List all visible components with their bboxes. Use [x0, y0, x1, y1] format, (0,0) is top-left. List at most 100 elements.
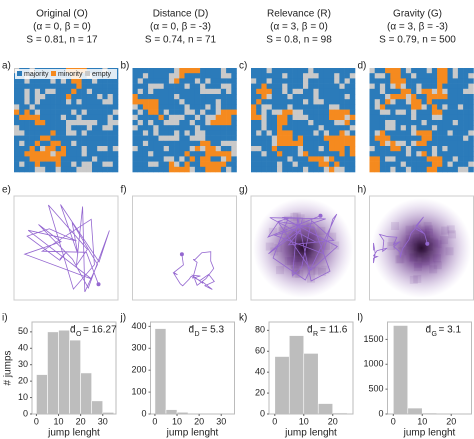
grid-cell — [437, 120, 443, 126]
grid-cell — [437, 88, 443, 95]
grid-cell — [97, 151, 103, 157]
grid-cell — [442, 166, 448, 173]
grid-cell — [168, 146, 175, 152]
grid-cell — [308, 109, 314, 116]
grid-cell — [19, 156, 25, 162]
grid-cell — [313, 130, 319, 136]
grid-cell — [194, 68, 201, 74]
grid-cell — [231, 73, 237, 79]
grid-cell — [137, 94, 144, 100]
grid-cell — [334, 83, 340, 90]
grid-cell — [334, 125, 340, 131]
grid-cell — [215, 68, 222, 74]
grid-cell — [390, 120, 396, 126]
grid-cell — [303, 83, 309, 90]
grid-cell — [426, 73, 433, 79]
grid-cell — [323, 94, 330, 100]
grid-cell — [168, 109, 175, 116]
grid-cell — [174, 156, 180, 162]
grid-cell — [86, 99, 93, 105]
trajectory-frame — [13, 195, 119, 301]
grid-cell — [184, 104, 190, 110]
grid-cell — [329, 68, 335, 74]
grid-cell — [137, 99, 144, 105]
grid-cell — [374, 146, 381, 152]
grid-cell — [282, 161, 288, 168]
grid-cell — [205, 120, 211, 126]
grid-cell — [168, 166, 175, 173]
grid-cell — [271, 125, 278, 131]
grid-cell — [416, 88, 422, 95]
grid-cell — [76, 161, 82, 168]
grid-cell — [334, 73, 340, 79]
grid-cell — [76, 78, 82, 84]
grid-cell — [205, 130, 211, 136]
grid-cell — [287, 135, 293, 142]
trajectory — [23, 204, 110, 293]
grid-cell — [194, 140, 201, 147]
grid-cell — [184, 140, 190, 147]
grid-cell — [395, 94, 401, 100]
grid-cell — [231, 83, 237, 90]
grid-cell — [369, 146, 375, 152]
grid-cell — [426, 125, 433, 131]
grid-cell — [40, 151, 46, 157]
grid-cell — [329, 130, 335, 136]
grid-cell — [45, 83, 51, 90]
grid-cell — [40, 114, 46, 121]
grid-cell — [92, 125, 98, 131]
grid-cell — [463, 130, 469, 136]
grid-cell — [220, 99, 227, 105]
grid-cell — [174, 120, 180, 126]
grid-cell — [92, 130, 98, 136]
grid-cell — [287, 99, 293, 105]
grid-cell — [158, 120, 164, 126]
grid-cell — [468, 151, 474, 157]
grid-cell — [303, 135, 309, 142]
grid-cell — [323, 99, 330, 105]
grid-cell — [411, 140, 417, 147]
grid-cell — [174, 125, 180, 131]
grid-cell — [66, 109, 72, 116]
grid-cell — [457, 120, 464, 126]
grid-cell — [369, 99, 375, 105]
grid-cell — [261, 88, 267, 95]
grid-cell — [179, 156, 185, 162]
grid-cell — [153, 104, 159, 110]
grid-cell — [189, 120, 196, 126]
grid-cell — [457, 73, 464, 79]
grid-cell — [292, 125, 299, 131]
grid-cell — [282, 83, 288, 90]
grid-cell — [142, 130, 149, 136]
grid-cell — [50, 125, 56, 131]
grid-cell — [153, 83, 159, 90]
grid-cell — [277, 88, 283, 95]
grid-cell — [29, 166, 36, 173]
grid-cell — [405, 125, 412, 131]
grid-cell — [344, 140, 351, 147]
grid-cell — [416, 135, 422, 142]
grid-cell — [45, 125, 51, 131]
grid-cell — [102, 125, 108, 131]
grid-cell — [369, 94, 375, 100]
grid-cell — [34, 99, 41, 105]
grid-cell — [66, 125, 72, 131]
grid-cell — [287, 166, 293, 173]
grid-cell — [442, 125, 448, 131]
grid-cell — [437, 99, 443, 105]
grid-cell — [179, 78, 185, 84]
grid-cell — [19, 94, 25, 100]
grid-cell — [437, 125, 443, 131]
grid-cell — [158, 156, 164, 162]
grid-cell — [102, 130, 108, 136]
grid-cell — [256, 109, 262, 116]
grid-cell — [76, 156, 82, 162]
grid-cell — [374, 88, 381, 95]
grid-cell — [369, 140, 375, 147]
grid-cell — [292, 140, 299, 147]
grid-cell — [231, 99, 237, 105]
grid-cell — [97, 140, 103, 147]
grid-cell — [86, 166, 93, 173]
grid-cell — [205, 125, 211, 131]
grid-cell — [76, 94, 82, 100]
